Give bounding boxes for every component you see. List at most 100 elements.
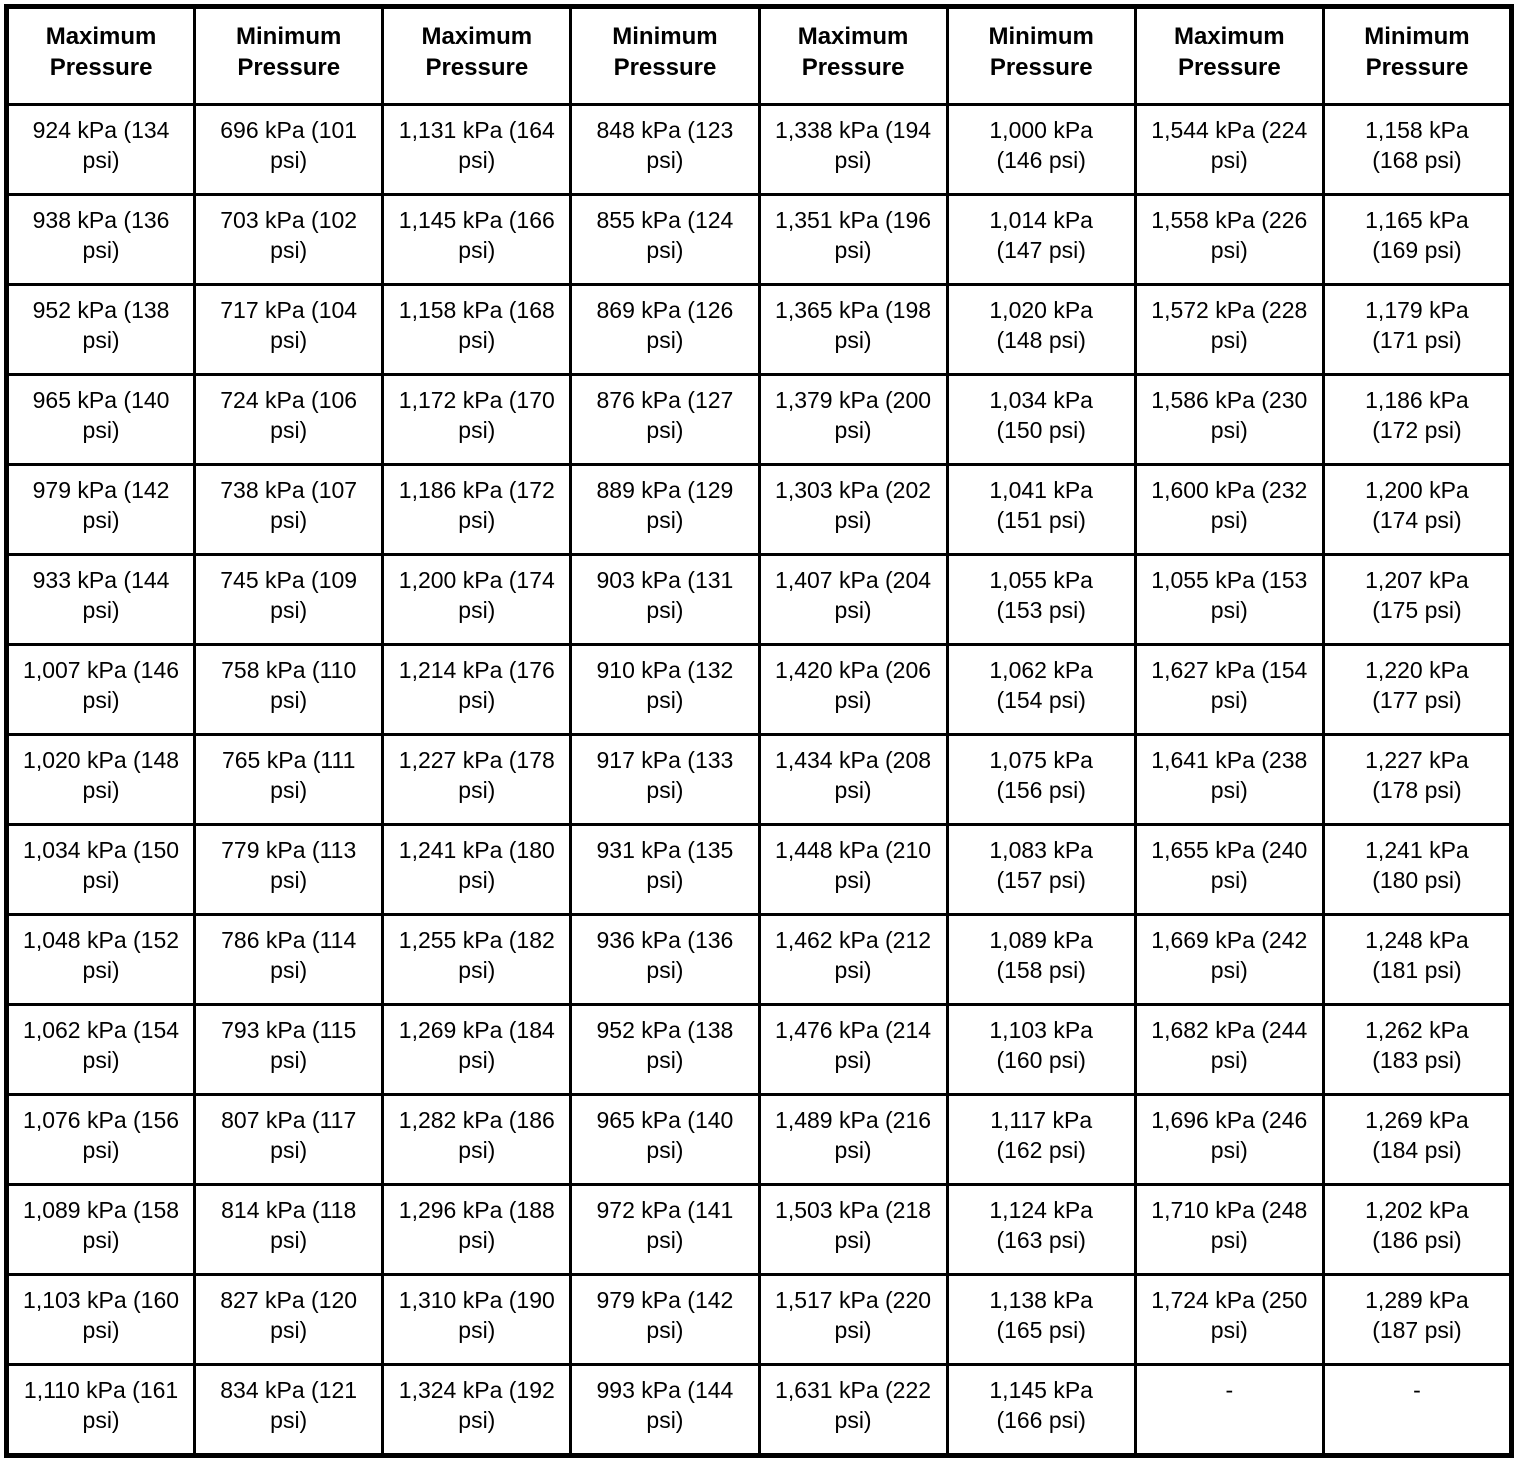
- column-header: Minimum Pressure: [193, 5, 385, 106]
- pressure-cell: 1,075 kPa (156 psi): [945, 733, 1137, 826]
- pressure-cell: 855 kPa (124 psi): [569, 193, 761, 286]
- column-header: Maximum Pressure: [381, 5, 573, 106]
- pressure-cell: 1,103 kPa (160 psi): [945, 1003, 1137, 1096]
- pressure-cell: 1,220 kPa (177 psi): [1321, 643, 1514, 736]
- pressure-cell: 965 kPa (140 psi): [4, 373, 197, 466]
- pressure-cell: 938 kPa (136 psi): [4, 193, 197, 286]
- pressure-cell: 1,351 kPa (196 psi): [757, 193, 949, 286]
- pressure-cell: 1,048 kPa (152 psi): [4, 913, 197, 1006]
- pressure-cell: 724 kPa (106 psi): [193, 373, 385, 466]
- pressure-cell: 1,117 kPa (162 psi): [945, 1093, 1137, 1186]
- pressure-cell: 1,034 kPa (150 psi): [945, 373, 1137, 466]
- pressure-cell: 952 kPa (138 psi): [569, 1003, 761, 1096]
- pressure-cell: 965 kPa (140 psi): [569, 1093, 761, 1186]
- pressure-cell: 869 kPa (126 psi): [569, 283, 761, 376]
- pressure-cell: 1,248 kPa (181 psi): [1321, 913, 1514, 1006]
- pressure-cell: 1,448 kPa (210 psi): [757, 823, 949, 916]
- column-header: Minimum Pressure: [569, 5, 761, 106]
- pressure-table: Maximum Pressure Minimum Pressure Maximum …: [4, 4, 1514, 1458]
- pressure-cell: 717 kPa (104 psi): [193, 283, 385, 376]
- pressure-cell: 1,041 kPa (151 psi): [945, 463, 1137, 556]
- pressure-cell: 1,014 kPa (147 psi): [945, 193, 1137, 286]
- pressure-cell: 758 kPa (110 psi): [193, 643, 385, 736]
- pressure-cell: 1,172 kPa (170 psi): [381, 373, 573, 466]
- table-row: 938 kPa (136 psi) 703 kPa (102 psi) 1,145 …: [4, 193, 1514, 286]
- pressure-cell: 703 kPa (102 psi): [193, 193, 385, 286]
- pressure-cell: 1,407 kPa (204 psi): [757, 553, 949, 646]
- pressure-cell: 910 kPa (132 psi): [569, 643, 761, 736]
- table-row: 1,048 kPa (152 psi) 786 kPa (114 psi) 1,25…: [4, 913, 1514, 1006]
- pressure-cell: 1,324 kPa (192 psi): [381, 1363, 573, 1457]
- pressure-cell: 1,503 kPa (218 psi): [757, 1183, 949, 1276]
- pressure-cell: 1,724 kPa (250 psi): [1133, 1273, 1325, 1366]
- pressure-cell: 745 kPa (109 psi): [193, 553, 385, 646]
- pressure-cell: 696 kPa (101 psi): [193, 103, 385, 196]
- pressure-cell: 1,089 kPa (158 psi): [945, 913, 1137, 1006]
- pressure-cell: 1,200 kPa (174 psi): [381, 553, 573, 646]
- pressure-cell: 952 kPa (138 psi): [4, 283, 197, 376]
- pressure-cell: 1,103 kPa (160 psi): [4, 1273, 197, 1366]
- pressure-cell: 814 kPa (118 psi): [193, 1183, 385, 1276]
- pressure-cell: 738 kPa (107 psi): [193, 463, 385, 556]
- pressure-cell: -: [1321, 1363, 1514, 1457]
- pressure-cell: 765 kPa (111 psi): [193, 733, 385, 826]
- pressure-cell: 1,627 kPa (154 psi): [1133, 643, 1325, 736]
- pressure-cell: 1,020 kPa (148 psi): [4, 733, 197, 826]
- pressure-cell: 1,089 kPa (158 psi): [4, 1183, 197, 1276]
- pressure-cell: 779 kPa (113 psi): [193, 823, 385, 916]
- table-row: 1,020 kPa (148 psi) 765 kPa (111 psi) 1,22…: [4, 733, 1514, 826]
- pressure-cell: 924 kPa (134 psi): [4, 103, 197, 196]
- pressure-cell: 972 kPa (141 psi): [569, 1183, 761, 1276]
- pressure-cell: 1,055 kPa (153 psi): [1133, 553, 1325, 646]
- pressure-cell: 1,076 kPa (156 psi): [4, 1093, 197, 1186]
- table-row: 1,076 kPa (156 psi) 807 kPa (117 psi) 1,28…: [4, 1093, 1514, 1186]
- pressure-cell: 793 kPa (115 psi): [193, 1003, 385, 1096]
- pressure-cell: 1,310 kPa (190 psi): [381, 1273, 573, 1366]
- table-row: 933 kPa (144 psi) 745 kPa (109 psi) 1,200 …: [4, 553, 1514, 646]
- table-row: 1,110 kPa (161 psi) 834 kPa (121 psi) 1,32…: [4, 1363, 1514, 1457]
- pressure-cell: 1,379 kPa (200 psi): [757, 373, 949, 466]
- pressure-cell: 1,227 kPa (178 psi): [1321, 733, 1514, 826]
- pressure-cell: 1,055 kPa (153 psi): [945, 553, 1137, 646]
- pressure-cell: 1,289 kPa (187 psi): [1321, 1273, 1514, 1366]
- pressure-cell: 1,269 kPa (184 psi): [381, 1003, 573, 1096]
- pressure-cell: 1,489 kPa (216 psi): [757, 1093, 949, 1186]
- pressure-cell: 876 kPa (127 psi): [569, 373, 761, 466]
- pressure-cell: 1,227 kPa (178 psi): [381, 733, 573, 826]
- pressure-cell: 1,202 kPa (186 psi): [1321, 1183, 1514, 1276]
- pressure-cell: 1,641 kPa (238 psi): [1133, 733, 1325, 826]
- table-row: 1,007 kPa (146 psi) 758 kPa (110 psi) 1,21…: [4, 643, 1514, 736]
- table-row: 952 kPa (138 psi) 717 kPa (104 psi) 1,158 …: [4, 283, 1514, 376]
- pressure-cell: 1,682 kPa (244 psi): [1133, 1003, 1325, 1096]
- pressure-cell: 1,007 kPa (146 psi): [4, 643, 197, 736]
- pressure-cell: 1,669 kPa (242 psi): [1133, 913, 1325, 1006]
- column-header: Minimum Pressure: [1321, 5, 1514, 106]
- column-header: Maximum Pressure: [1133, 5, 1325, 106]
- pressure-cell: 1,083 kPa (157 psi): [945, 823, 1137, 916]
- pressure-cell: 834 kPa (121 psi): [193, 1363, 385, 1457]
- pressure-cell: 1,631 kPa (222 psi): [757, 1363, 949, 1457]
- pressure-cell: 1,655 kPa (240 psi): [1133, 823, 1325, 916]
- pressure-cell: 1,207 kPa (175 psi): [1321, 553, 1514, 646]
- pressure-cell: 1,282 kPa (186 psi): [381, 1093, 573, 1186]
- pressure-cell: 979 kPa (142 psi): [4, 463, 197, 556]
- pressure-cell: 889 kPa (129 psi): [569, 463, 761, 556]
- pressure-cell: 827 kPa (120 psi): [193, 1273, 385, 1366]
- pressure-cell: 1,020 kPa (148 psi): [945, 283, 1137, 376]
- pressure-cell: 1,338 kPa (194 psi): [757, 103, 949, 196]
- pressure-cell: 1,365 kPa (198 psi): [757, 283, 949, 376]
- pressure-cell: 1,158 kPa (168 psi): [381, 283, 573, 376]
- header-row: Maximum Pressure Minimum Pressure Maximum …: [4, 5, 1514, 106]
- pressure-cell: 1,517 kPa (220 psi): [757, 1273, 949, 1366]
- document-page: Maximum Pressure Minimum Pressure Maximum …: [4, 4, 1514, 1458]
- pressure-cell: 1,131 kPa (164 psi): [381, 103, 573, 196]
- pressure-cell: 1,241 kPa (180 psi): [1321, 823, 1514, 916]
- pressure-cell: 1,158 kPa (168 psi): [1321, 103, 1514, 196]
- pressure-cell: 1,462 kPa (212 psi): [757, 913, 949, 1006]
- pressure-cell: 933 kPa (144 psi): [4, 553, 197, 646]
- pressure-cell: 1,062 kPa (154 psi): [4, 1003, 197, 1096]
- table-row: 1,089 kPa (158 psi) 814 kPa (118 psi) 1,29…: [4, 1183, 1514, 1276]
- pressure-cell: 1,420 kPa (206 psi): [757, 643, 949, 736]
- table-row: 979 kPa (142 psi) 738 kPa (107 psi) 1,186 …: [4, 463, 1514, 556]
- pressure-cell: 1,572 kPa (228 psi): [1133, 283, 1325, 376]
